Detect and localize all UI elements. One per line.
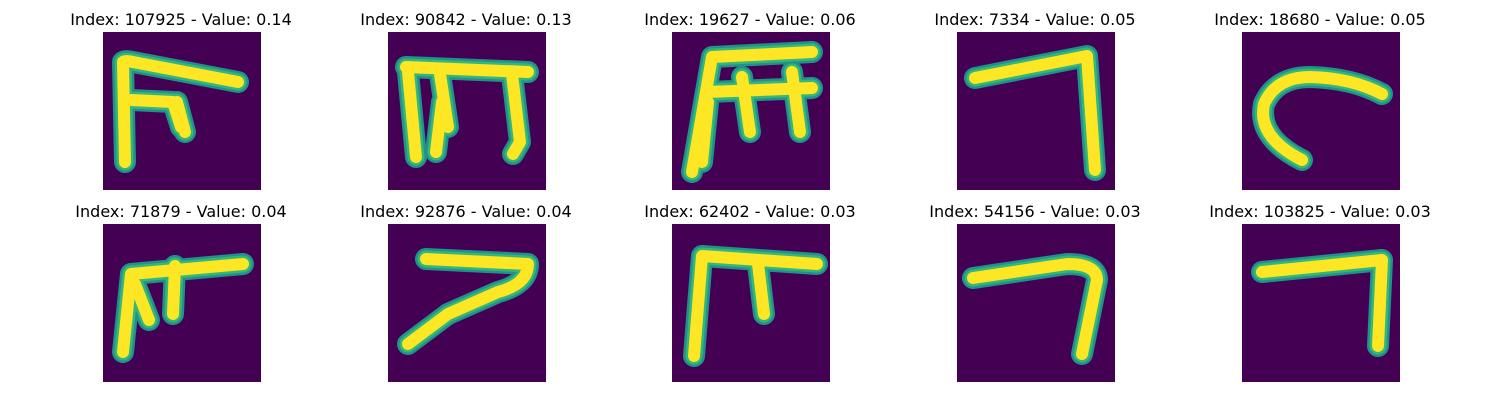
grid-panel: Index: 7334 - Value: 0.05 [905,8,1165,190]
panel-title: Index: 7334 - Value: 0.05 [934,10,1136,29]
grid-panel: Index: 62402 - Value: 0.03 [620,200,880,382]
panel-title: Index: 103825 - Value: 0.03 [1209,202,1431,221]
grid-panel: Index: 54156 - Value: 0.03 [905,200,1165,382]
grid-panel: Index: 103825 - Value: 0.03 [1190,200,1450,382]
glyph-stroke-layer [117,258,249,358]
glyph-image [672,32,830,190]
glyph-stroke-layer [688,250,823,362]
grid-panel: Index: 92876 - Value: 0.04 [336,200,596,382]
grid-panel: Index: 90842 - Value: 0.13 [336,8,596,190]
glyph-image [957,224,1115,382]
glyph-image [1242,224,1400,382]
grid-panel: Index: 107925 - Value: 0.14 [51,8,311,190]
grid-panel: Index: 18680 - Value: 0.05 [1190,8,1450,190]
glyph-image [1242,32,1400,190]
panel-title: Index: 107925 - Value: 0.14 [70,10,292,29]
glyph-image [957,32,1115,190]
glyph-stroke-layer [969,50,1101,176]
grid-panel: Index: 19627 - Value: 0.06 [620,8,880,190]
glyph-stroke-layer [967,258,1103,360]
glyph-stroke-layer [1257,71,1388,166]
glyph-stroke-layer [402,253,534,350]
panel-title: Index: 19627 - Value: 0.06 [644,10,856,29]
grid-panel: Index: 71879 - Value: 0.04 [51,200,311,382]
glyph-image [103,224,261,382]
panel-title: Index: 18680 - Value: 0.05 [1214,10,1426,29]
glyph-stroke-layer [1256,254,1388,352]
glyph-image [672,224,830,382]
panel-title: Index: 54156 - Value: 0.03 [929,202,1141,221]
glyph-stroke-layer [117,55,244,168]
panel-title: Index: 92876 - Value: 0.04 [360,202,572,221]
glyph-image [388,224,546,382]
glyph-stroke-layer [400,61,534,163]
panel-title: Index: 90842 - Value: 0.13 [360,10,572,29]
panel-title: Index: 71879 - Value: 0.04 [75,202,287,221]
glyph-image [388,32,546,190]
glyph-image [103,32,261,190]
glyph-stroke-layer [686,46,818,178]
panel-title: Index: 62402 - Value: 0.03 [644,202,856,221]
